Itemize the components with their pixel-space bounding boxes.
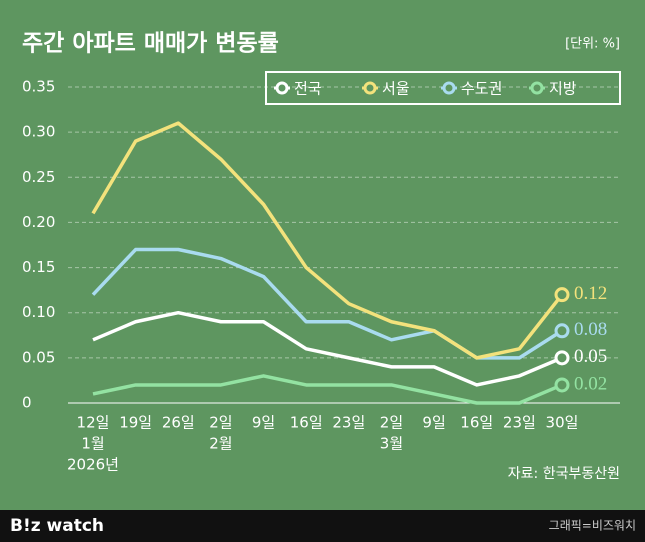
legend-marker — [530, 81, 544, 95]
legend-marker — [363, 81, 377, 95]
x-tick-label: 2026년 — [67, 456, 119, 474]
legend-label: 전국 — [294, 80, 322, 98]
y-tick-label: 0.05 — [22, 348, 55, 366]
y-tick-label: 0.15 — [22, 258, 55, 276]
credit: 그래픽=비즈워치 — [549, 519, 636, 533]
y-tick-label: 0.30 — [22, 123, 55, 141]
footer-bar — [0, 510, 645, 542]
x-tick-label: 1월 — [81, 435, 104, 453]
source: 자료: 한국부동산원 — [508, 466, 620, 482]
x-tick-label: 2일 — [380, 414, 403, 432]
legend-label: 지방 — [549, 80, 577, 98]
x-tick-label: 16일 — [460, 414, 493, 432]
legend-label: 서울 — [382, 80, 410, 98]
legend-box — [265, 71, 621, 105]
logo: B!z watch — [10, 516, 104, 536]
end-label: 0.08 — [574, 319, 607, 340]
end-marker — [554, 287, 570, 303]
x-tick-label: 23일 — [332, 414, 365, 432]
end-label: 0.02 — [574, 373, 607, 394]
x-tick-label: 2월 — [209, 435, 232, 453]
x-tick-label: 26일 — [162, 414, 195, 432]
x-tick-label: 9일 — [252, 414, 275, 432]
x-tick-label: 9일 — [422, 414, 445, 432]
x-tick-label: 19일 — [119, 414, 152, 432]
y-tick-label: 0.20 — [22, 213, 55, 231]
end-marker — [554, 350, 570, 366]
x-tick-label: 16일 — [290, 414, 323, 432]
y-tick-label: 0.25 — [22, 168, 55, 186]
legend-marker — [275, 81, 289, 95]
x-tick-label: 2일 — [209, 414, 232, 432]
end-marker — [554, 377, 570, 393]
end-label: 0.05 — [574, 346, 607, 367]
end-marker — [554, 323, 570, 339]
end-label: 0.12 — [574, 283, 607, 304]
x-tick-label: 30일 — [546, 414, 579, 432]
background — [0, 0, 645, 510]
x-tick-label: 12일 — [77, 414, 110, 432]
y-tick-label: 0.10 — [22, 303, 55, 321]
legend-marker — [442, 81, 456, 95]
series-line — [92, 310, 563, 387]
chart-title: 주간 아파트 매매가 변동률 — [22, 31, 279, 57]
unit: [단위: %] — [565, 37, 620, 52]
y-tick-label: 0.35 — [22, 78, 55, 96]
series-line — [92, 374, 563, 405]
x-tick-label: 23일 — [503, 414, 536, 432]
x-tick-label: 3월 — [380, 435, 403, 453]
legend-label: 수도권 — [461, 80, 502, 98]
y-tick-label: 0 — [22, 394, 32, 412]
series-line — [91, 121, 564, 360]
